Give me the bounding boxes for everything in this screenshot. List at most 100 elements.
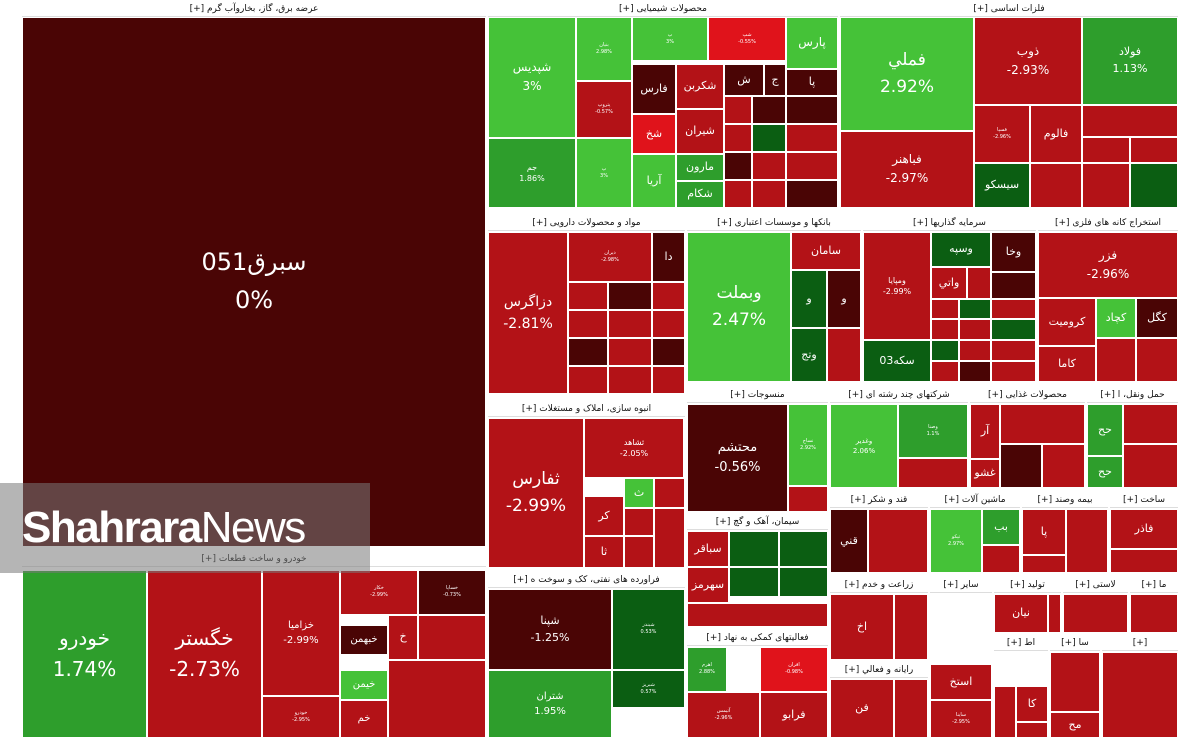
stock-tile[interactable]: ثشاهد -2.05% (584, 418, 684, 478)
stock-tile[interactable]: کرومیت (1038, 298, 1096, 346)
stock-tile[interactable]: فاذر (1110, 509, 1178, 549)
stock-tile[interactable]: شپنا -1.25% (488, 589, 612, 670)
stock-tile[interactable]: شخ (632, 114, 676, 154)
stock-tile[interactable]: کگل (1136, 298, 1178, 338)
sector-header[interactable]: شرکتهای چند رشته ای [+] (830, 388, 968, 403)
stock-tile[interactable]: خساپا -0.73% (418, 570, 486, 615)
stock-tile[interactable]: سبرق051 0% (22, 17, 486, 547)
stock-tile[interactable]: کچاد (1096, 298, 1136, 338)
stock-tile[interactable]: پارس (786, 17, 838, 69)
stock-tile[interactable]: فولاد 1.13% (1082, 17, 1178, 105)
stock-tile[interactable]: شیران (676, 109, 724, 154)
stock-tile[interactable]: شبریز 0.57% (612, 670, 685, 708)
stock-tile[interactable]: فزر -2.96% (1038, 232, 1178, 298)
stock-tile[interactable]: وخا (991, 232, 1036, 272)
stock-tile[interactable]: بنیان 2.98% (576, 17, 632, 81)
stock-tile[interactable]: فالوم (1030, 105, 1082, 163)
stock-tile[interactable]: وتج (791, 328, 827, 382)
sector-header[interactable]: محصولات شیمیایی [+] (488, 2, 838, 17)
stock-tile[interactable]: سیسکو (974, 163, 1030, 208)
stock-tile[interactable]: ج (764, 64, 786, 96)
stock-tile[interactable]: ش (724, 64, 764, 96)
stock-tile[interactable]: کاما (1038, 346, 1096, 382)
stock-tile[interactable]: شپ -0.55% (708, 17, 786, 61)
sector-header[interactable]: منسوجات [+] (687, 388, 828, 403)
stock-tile[interactable]: وغدیر 2.06% (830, 404, 898, 488)
stock-tile[interactable]: و (827, 270, 861, 328)
stock-tile[interactable]: واتي (931, 267, 967, 299)
sector-header[interactable]: رایانه و فعالي [+] (830, 663, 928, 678)
stock-tile[interactable]: ثا (584, 536, 624, 568)
stock-tile[interactable]: مح (1050, 712, 1100, 738)
sector-header[interactable]: ماشین آلات [+] (930, 493, 1020, 508)
sector-header[interactable]: سا [+] (1050, 636, 1100, 651)
sector-header[interactable]: فلزات اساسی [+] (840, 2, 1178, 17)
stock-tile[interactable]: آتیمس -2.96% (687, 692, 760, 738)
stock-tile[interactable]: فباهنر -2.97% (840, 131, 974, 208)
sector-header[interactable]: زراعت و خدم [+] (830, 578, 928, 593)
sector-header[interactable]: بیمه وصند [+] (1022, 493, 1108, 508)
stock-tile[interactable]: و (791, 270, 827, 328)
stock-tile[interactable]: فارس (632, 64, 676, 114)
stock-tile[interactable]: شتران 1.95% (488, 670, 612, 738)
stock-tile[interactable]: کا (1016, 686, 1048, 722)
stock-tile[interactable]: پا (786, 69, 838, 96)
stock-tile[interactable]: سامان (791, 232, 861, 270)
stock-tile[interactable]: آر (970, 404, 1000, 459)
sector-header[interactable]: سایر [+] (930, 578, 992, 593)
sector-header[interactable]: لاستی [+] (1063, 578, 1128, 593)
sector-header[interactable]: محصولات غذایی [+] (970, 388, 1085, 403)
stock-tile[interactable]: خودرو 1.74% (22, 570, 147, 738)
sector-header[interactable]: مواد و محصولات دارویی [+] (488, 216, 685, 231)
stock-tile[interactable]: حح (1087, 456, 1123, 488)
sector-header[interactable]: اط [+] (994, 636, 1048, 651)
stock-tile[interactable]: ساینا -2.95% (930, 700, 992, 738)
stock-tile[interactable]: خبهمن (340, 625, 388, 655)
sector-header[interactable]: قند و شکر [+] (830, 493, 928, 508)
sector-header[interactable]: تولید [+] (994, 578, 1061, 593)
stock-tile[interactable]: شپدیس 3% (488, 17, 576, 138)
sector-header[interactable]: ساخت [+] (1110, 493, 1178, 508)
sector-header[interactable]: ما [+] (1130, 578, 1178, 593)
stock-tile[interactable]: خزامیا -2.99% (262, 570, 340, 696)
stock-tile[interactable]: اهرم 2.88% (687, 647, 727, 692)
stock-tile[interactable]: سباقر (687, 531, 729, 567)
stock-tile[interactable]: فرابو (760, 692, 828, 738)
stock-tile[interactable]: ومپایا -2.99% (863, 232, 931, 340)
sector-header[interactable]: فعالیتهای کمکی به نهاد [+] (687, 631, 828, 646)
stock-tile[interactable]: خودرو -2.95% (262, 696, 340, 738)
stock-tile[interactable]: وسپه (931, 232, 991, 267)
stock-tile[interactable]: فملي 2.92% (840, 17, 974, 131)
stock-tile[interactable]: غشو (970, 459, 1000, 488)
stock-tile[interactable]: خ (388, 615, 418, 660)
stock-tile[interactable]: خم (340, 700, 388, 738)
stock-tile[interactable]: نیان (994, 594, 1048, 633)
stock-tile[interactable]: پ 3% (632, 17, 708, 61)
sector-header[interactable]: حمل ونقل، ا [+] (1087, 388, 1178, 403)
stock-tile[interactable]: دزاگرس -2.81% (488, 232, 568, 394)
sector-header[interactable]: سیمان، آهک و گچ [+] (687, 515, 828, 530)
stock-tile[interactable]: محتشم -0.56% (687, 404, 788, 512)
stock-tile[interactable]: پ 3% (576, 138, 632, 208)
stock-tile[interactable]: جم 1.86% (488, 138, 576, 208)
stock-tile[interactable]: اخ (830, 594, 894, 660)
stock-tile[interactable]: ث (624, 478, 654, 508)
sector-header[interactable]: بانکها و موسسات اعتباری [+] (687, 216, 861, 231)
stock-tile[interactable]: مارون (676, 154, 724, 181)
stock-tile[interactable]: شبندر 0.53% (612, 589, 685, 670)
sector-header[interactable]: عرضه برق، گاز، بخاروآب گرم [+] (22, 2, 486, 17)
stock-tile[interactable]: حح (1087, 404, 1123, 456)
stock-tile[interactable]: پا (1022, 509, 1066, 555)
stock-tile[interactable]: افران -0.98% (760, 647, 828, 692)
stock-tile[interactable]: وبملت 2.47% (687, 232, 791, 382)
stock-tile[interactable]: تپکو 2.97% (930, 509, 982, 573)
stock-tile[interactable]: نساج 2.92% (788, 404, 828, 486)
stock-tile[interactable]: خیمن (340, 670, 388, 700)
sector-header[interactable]: سرمایه گذاریها [+] (863, 216, 1036, 231)
stock-tile[interactable]: دا (652, 232, 685, 282)
sector-header[interactable]: فراورده های نفتی، کک و سوخت ه [+] (488, 573, 685, 588)
stock-tile[interactable]: ذوب -2.93% (974, 17, 1082, 105)
stock-tile[interactable]: سکه03 (863, 340, 931, 382)
stock-tile[interactable]: شکام (676, 181, 724, 208)
stock-tile[interactable]: خکار -2.99% (340, 570, 418, 615)
